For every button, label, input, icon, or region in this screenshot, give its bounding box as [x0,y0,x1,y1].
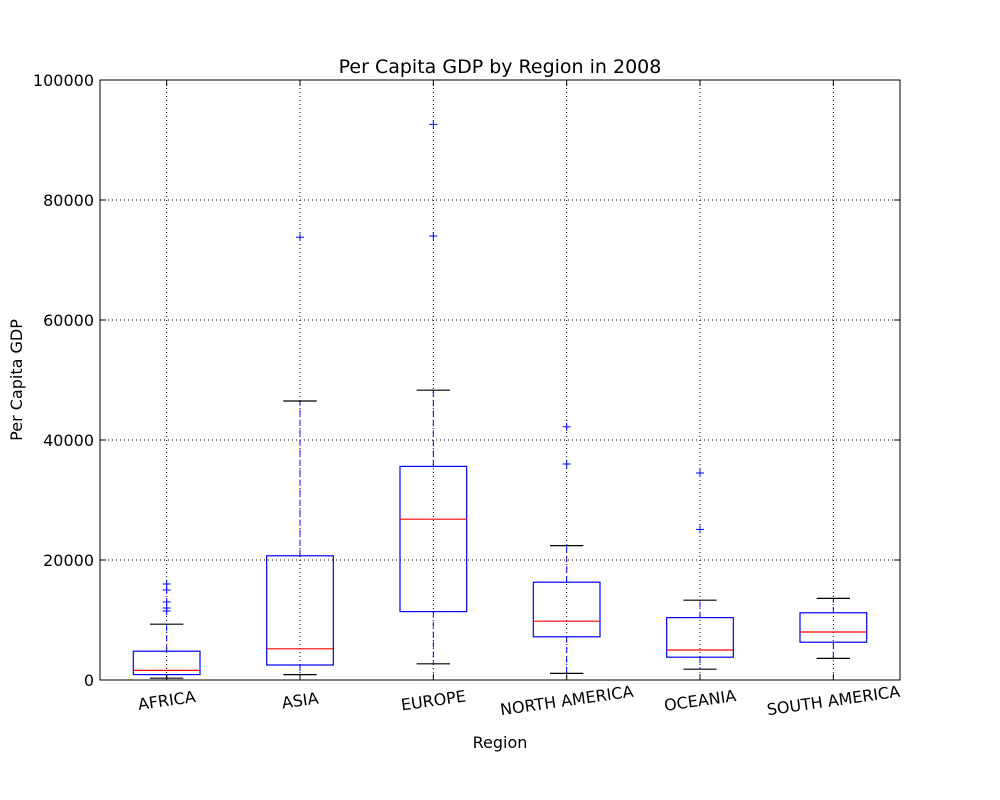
y-axis-label: Per Capita GDP [7,319,26,441]
tick-layer: 0 20000 40000 60000 80000 100000 AFRICA ASIA EUR… [33,71,901,719]
outlier-point [563,460,571,468]
box-layer [133,120,866,678]
x-axis-label: Region [473,733,528,752]
outlier-point [163,580,171,588]
outlier-point [563,423,571,431]
box-group [400,120,467,663]
x-tick-label: NORTH AMERICA [499,682,635,720]
x-tick-label: OCEANIA [663,686,737,715]
grid-layer [100,80,900,680]
x-tick-label: EUROPE [400,687,467,715]
x-tick-label: SOUTH AMERICA [766,682,902,719]
outlier-point [163,598,171,606]
y-tick-label: 100000 [33,71,94,90]
box-group [133,580,200,678]
chart-title: Per Capita GDP by Region in 2008 [339,56,662,78]
outlier-point [429,120,437,128]
outlier-point [696,525,704,533]
plot-area-frame [100,80,900,680]
outlier-point [429,232,437,240]
outlier-point [296,233,304,241]
box-iqr [667,618,734,658]
y-tick-label: 40000 [43,431,94,450]
y-tick-label: 80000 [43,191,94,210]
y-tick-label: 60000 [43,311,94,330]
box-group [533,423,600,674]
box-iqr [800,613,867,642]
x-tick-label: ASIA [281,689,320,713]
outlier-point [696,469,704,477]
y-tick-label: 20000 [43,551,94,570]
y-tick-label: 0 [84,671,94,690]
box-group [667,469,734,669]
box-iqr [133,651,200,674]
x-tick-label: AFRICA [137,687,197,714]
